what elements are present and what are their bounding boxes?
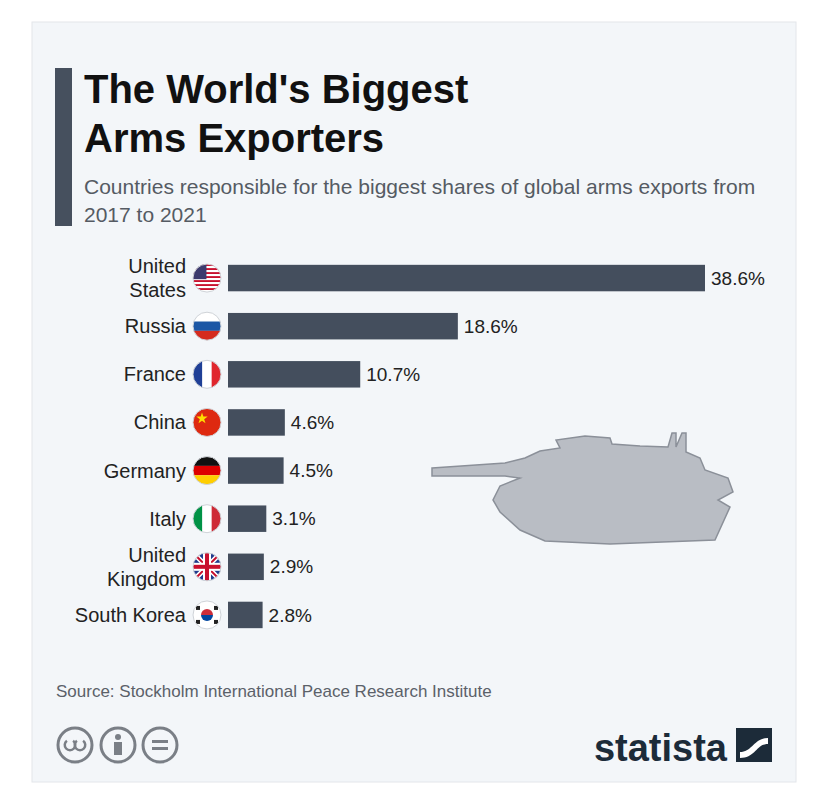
data-label: 4.6% — [291, 412, 334, 433]
license-icon-part — [74, 740, 87, 752]
license-icon — [101, 728, 135, 762]
flag-part — [201, 609, 213, 615]
flag-border — [193, 264, 221, 292]
bar — [228, 361, 360, 387]
flag-border — [193, 553, 221, 581]
flag — [193, 312, 221, 341]
bars — [228, 265, 705, 628]
flag — [193, 360, 222, 388]
flag-part — [193, 553, 221, 581]
flag-border — [193, 457, 221, 485]
brand-icon — [736, 728, 772, 762]
text-line: United — [128, 544, 186, 566]
subtitle: Countries responsible for the biggest sh… — [84, 175, 755, 226]
flag-part — [214, 620, 218, 624]
flag-border — [193, 408, 221, 436]
flag-part — [193, 284, 221, 286]
flag-border — [193, 505, 221, 533]
license-icon-part — [152, 747, 168, 750]
flag — [193, 601, 221, 629]
flag-border — [193, 312, 221, 340]
bar — [228, 505, 266, 531]
brand: statista — [594, 727, 728, 769]
bar — [228, 313, 458, 339]
category-label: China — [134, 411, 187, 433]
flag-part — [196, 412, 207, 423]
flag-part — [193, 601, 221, 629]
text-line: Arms Exporters — [84, 116, 384, 160]
flag-part — [201, 615, 213, 621]
bar — [228, 409, 285, 435]
flag-part — [193, 282, 221, 284]
flag-part — [193, 322, 221, 331]
flag-part — [193, 553, 221, 581]
category-label: Germany — [104, 460, 186, 482]
flag-border — [193, 360, 221, 388]
flag — [193, 505, 222, 533]
data-label: 2.8% — [269, 605, 312, 626]
flag — [193, 408, 221, 436]
source: Source: Stockholm International Peace Re… — [56, 682, 492, 701]
license-icon — [58, 728, 92, 762]
bar — [228, 457, 284, 483]
license-icon-part — [114, 742, 122, 755]
text-line: 2017 to 2021 — [84, 203, 207, 226]
text-line: States — [129, 279, 186, 301]
category-label: UnitedStates — [128, 255, 186, 301]
flag-part — [214, 606, 218, 610]
flag-border — [193, 601, 221, 629]
category-label: France — [124, 363, 186, 385]
flag — [193, 553, 221, 581]
text-line: United — [128, 255, 186, 277]
data-label: 2.9% — [270, 556, 313, 577]
bar — [228, 265, 705, 291]
data-label: 10.7% — [366, 364, 420, 385]
text-line: Kingdom — [107, 568, 186, 590]
flag-part — [193, 280, 221, 282]
bar — [228, 554, 264, 580]
flag-part — [193, 553, 221, 581]
flag-part — [202, 505, 211, 533]
category-labels: UnitedStatesRussiaFranceChinaGermanyItal… — [75, 255, 187, 626]
chart: The World's Biggest Arms Exporters Countri… — [0, 0, 828, 799]
data-label: 3.1% — [272, 508, 315, 529]
license-icon — [143, 728, 177, 762]
flag-part — [196, 606, 200, 610]
license-icon-part — [115, 734, 121, 740]
title-accent — [55, 68, 72, 226]
text-line: The World's Biggest — [84, 67, 468, 111]
brand-icon-part — [740, 738, 768, 758]
data-label: 38.6% — [711, 268, 765, 289]
flag-part — [196, 620, 200, 624]
flag — [193, 457, 221, 486]
license-icon-part — [152, 740, 168, 743]
category-label: South Korea — [75, 604, 187, 626]
data-label: 4.5% — [290, 460, 333, 481]
data-label: 18.6% — [464, 316, 518, 337]
flag-part — [193, 565, 221, 569]
flag-part — [193, 408, 221, 436]
text-line: Countries responsible for the biggest sh… — [84, 175, 755, 198]
category-label: Russia — [125, 315, 187, 337]
flag-part — [193, 466, 221, 475]
card — [32, 22, 796, 782]
bar — [228, 602, 263, 628]
flag-part — [202, 360, 211, 388]
tank-icon — [432, 433, 733, 544]
title: The World's Biggest Arms Exporters — [84, 67, 468, 160]
category-label: UnitedKingdom — [107, 544, 186, 590]
category-label: Italy — [149, 508, 186, 530]
flag — [193, 264, 221, 292]
